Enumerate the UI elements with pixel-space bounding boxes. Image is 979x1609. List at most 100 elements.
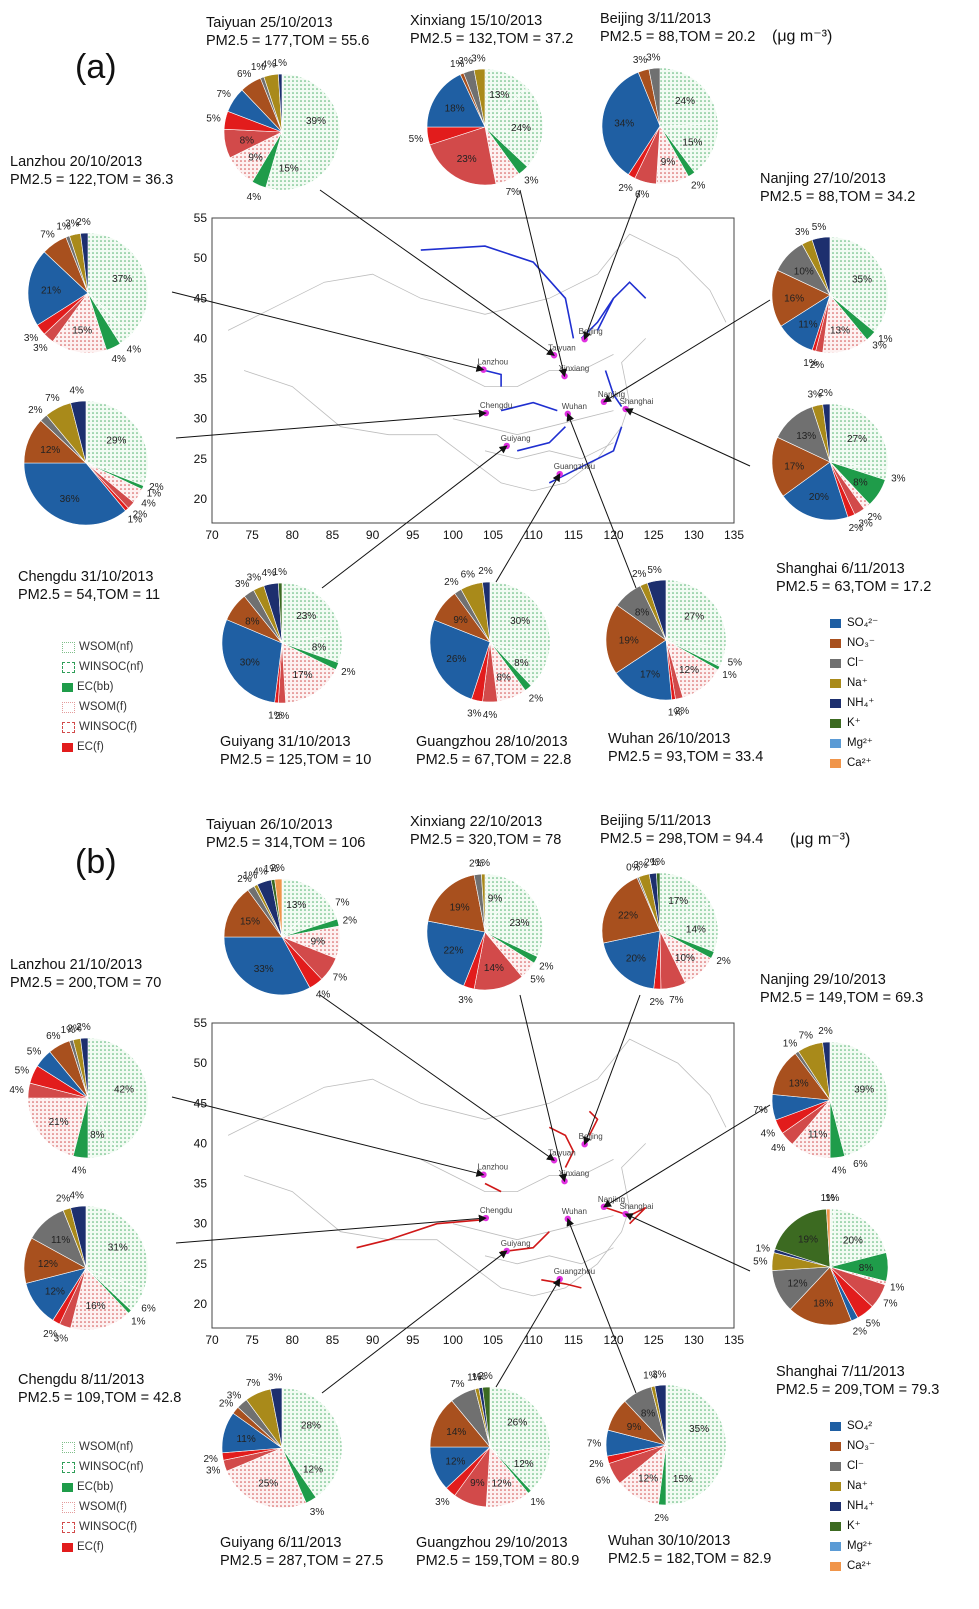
site-title-beijing: Beijing 5/11/2013 PM2.5 = 298,TOM = 94.4 (600, 813, 764, 847)
pie-slice-label: 23% (296, 611, 316, 622)
legend-item: Mg²⁺ (830, 733, 878, 753)
pie-slice-label: 2% (76, 1022, 91, 1033)
pie-slice (615, 639, 673, 701)
legend-organics-a: WSOM(nf) WINSOC(nf) EC(bb) WSOM(f) WINSO… (62, 637, 144, 757)
site-title-wuhan: Wuhan 26/10/2013 PM2.5 = 93,TOM = 33.4 (608, 731, 764, 765)
pie-slice-label: 2% (28, 405, 43, 416)
legend-swatch (62, 1542, 73, 1552)
pie-slice-label: 2% (469, 859, 484, 870)
pie-slice-label: 15% (279, 163, 299, 174)
pie-slice (484, 882, 544, 958)
pie-slice (822, 403, 831, 463)
x-tick-label: 80 (286, 1333, 300, 1347)
x-tick-label: 110 (524, 528, 543, 542)
pie-slice-label: 4% (127, 345, 142, 356)
pie-slice-label: 35% (689, 1424, 709, 1435)
y-tick-label: 50 (194, 251, 208, 265)
pie-slice-label: 4% (9, 1085, 24, 1096)
pointer-arrow (624, 408, 751, 467)
pie-slice-label: 1% (803, 358, 818, 369)
pie-slice-label: 30% (240, 658, 260, 669)
pie-slice-label: 1% (668, 707, 683, 718)
legend-swatch (830, 1501, 841, 1511)
legend-swatch (62, 1482, 73, 1492)
pie-slice-label: 39% (854, 1085, 874, 1096)
pie-slice (482, 581, 491, 643)
pie-slice-label: 4% (761, 1128, 776, 1139)
city-label: Lanzhou (477, 1163, 508, 1172)
pie-slice-label: 7% (246, 1378, 261, 1389)
pointer-arrow (566, 412, 637, 589)
pie-slice-label: 12% (787, 1278, 807, 1289)
map-border (484, 442, 614, 460)
pie-slice-label: 9% (488, 894, 503, 905)
pointer-arrow (519, 189, 567, 378)
pie-slice (489, 581, 551, 661)
legend-organics-b: WSOM(nf) WINSOC(nf) EC(bb) WSOM(f) WINSO… (62, 1437, 144, 1557)
panel-b-graphics: 70 75 80 85 90 95 100 105 110 115 120 125 130 135 55 50… (9, 857, 904, 1524)
map-border (452, 410, 614, 436)
pie-slice-label: 1% (756, 1244, 771, 1255)
city-label: Shanghai (620, 397, 654, 406)
legend-swatch (62, 1521, 75, 1533)
pie-slice-label: 1% (243, 871, 258, 882)
pie-slice-label: 4% (832, 1165, 847, 1176)
city-label: Xinxiang (559, 364, 590, 373)
pie-slice (601, 877, 661, 944)
pie-slice-label: 27% (684, 612, 704, 623)
pie-slice (427, 874, 486, 933)
pie-slice-label: 3% (891, 473, 906, 484)
y-tick-label: 50 (194, 1056, 208, 1070)
trajectory-line (604, 370, 623, 408)
city-label: Nanjing (598, 390, 625, 399)
pie-slice-label: 1% (273, 567, 288, 578)
pie-slice-label: 3% (858, 518, 873, 529)
pie-slice-label: 6% (237, 69, 252, 80)
legend-item: WINSOC(nf) (62, 657, 144, 677)
pie-slice-label: 6% (596, 1476, 611, 1487)
pie-slice (829, 1208, 887, 1268)
site-title-shanghai: Shanghai 7/11/2013 PM2.5 = 209,TOM = 79.3 (776, 1364, 940, 1398)
legend-ions-a: SO₄²⁻ NO₃⁻ Cl⁻ Na⁺ NH₄⁺ K⁺ Mg²⁺ Ca²⁺ (830, 613, 878, 773)
y-tick-label: 20 (194, 492, 208, 506)
x-tick-label: 120 (604, 1333, 624, 1347)
pie-slice (281, 642, 337, 704)
pie-slice-label: 17% (784, 461, 804, 472)
map: 70 75 80 85 90 95 100 105 110 115 120 125 130 135 55 50… (194, 1016, 745, 1347)
pie-guiyang: 23%8%2%17%2%1%30%8%3%3% 4%1% (221, 567, 356, 722)
pie-slice-label: 1% (471, 1372, 486, 1383)
pointer-arrow (175, 409, 487, 439)
pie-slice-label: 5% (753, 1256, 768, 1267)
pie-slice-label: 9% (627, 1422, 642, 1433)
pie-slice (482, 1386, 491, 1448)
legend-item: Mg²⁺ (830, 1536, 875, 1556)
legend-item: Na⁺ (830, 1476, 875, 1496)
pie-slice (473, 931, 523, 991)
pie-slice-label: 3% (227, 1390, 242, 1401)
city-label: Nanjing (598, 1195, 625, 1204)
pie-slice-label: 2% (219, 1399, 234, 1410)
pie-slice-label: 2% (849, 523, 864, 534)
pie-slice-label: 15% (240, 917, 260, 928)
city-marker (556, 470, 563, 478)
trajectory-line (548, 426, 623, 484)
pie-slice-label: 3% (235, 579, 250, 590)
legend-item: WINSOC(f) (62, 717, 144, 737)
pie-slice-label: 9% (311, 936, 326, 947)
legend-swatch (62, 682, 73, 692)
x-tick-label: 110 (524, 1333, 543, 1347)
pie-slice (429, 619, 491, 700)
pie-slice (659, 872, 712, 932)
pie-slice-label: 5% (530, 974, 545, 985)
legend-item: NH₄⁺ (830, 1496, 875, 1516)
pie-slice-label: 14% (484, 963, 504, 974)
pie-slice-label: 1% (264, 864, 279, 875)
legend-swatch (830, 1461, 841, 1471)
pie-slice (771, 269, 831, 327)
pie-nanjing: 39%6%4%11%4%4%7%13%1%7%2% (753, 1026, 889, 1176)
pie-slice (481, 873, 486, 933)
pie-slice-label: 1% (476, 858, 491, 869)
pie-slice-label: 19% (450, 903, 470, 914)
site-title-taiyuan: Taiyuan 26/10/2013 PM2.5 = 314,TOM = 106 (206, 817, 366, 851)
pie-slice-label: 10% (675, 953, 695, 964)
